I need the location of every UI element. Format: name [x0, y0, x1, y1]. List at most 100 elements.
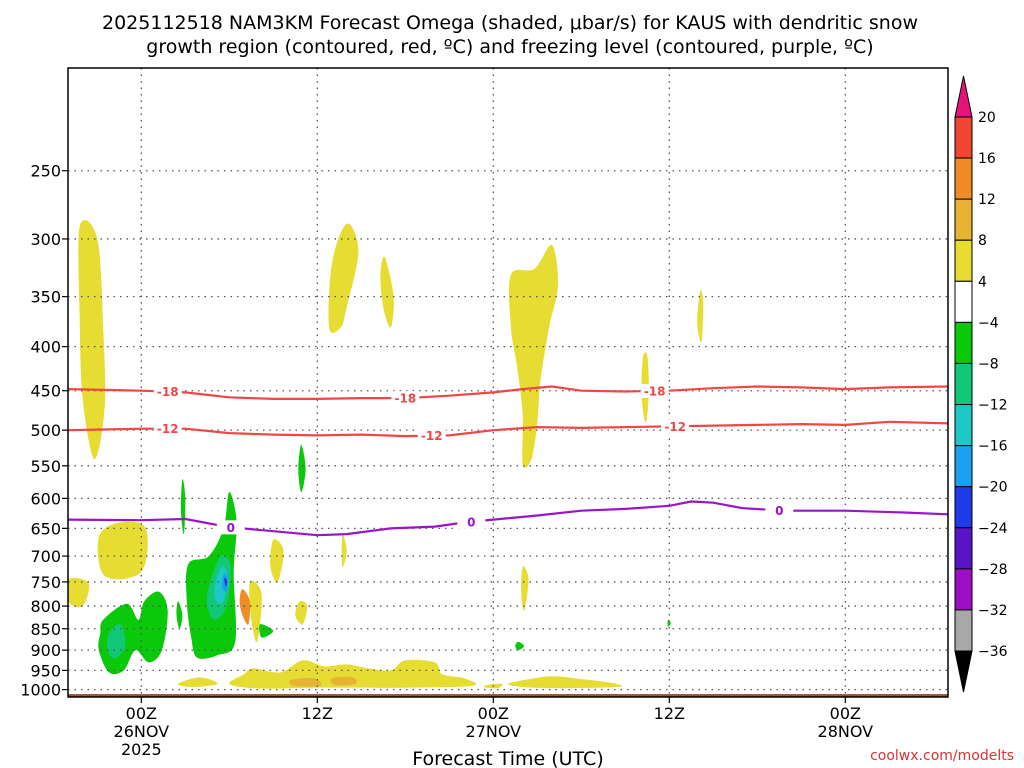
colorbar-box-7: [954, 404, 973, 447]
y-tick-label-600: 600: [30, 489, 61, 508]
colorbar-label-11: −28: [978, 562, 1008, 578]
credit-text: coolwx.com/modelts: [870, 748, 1014, 764]
dgz-contour-1-line: [68, 420, 948, 438]
omega-region-13: [177, 677, 218, 687]
colorbar: 20 16 12 8 4 −4 −8 −12 −16 −20 −24 −28 −32 −36: [954, 75, 1008, 693]
x-tick-label-36-0: 12Z: [654, 704, 685, 723]
dgz-contour-1-label-1: -12: [421, 429, 443, 443]
omega-region-23: [298, 444, 306, 493]
colorbar-box-2: [954, 198, 973, 241]
y-tick-label-950: 950: [30, 661, 61, 680]
x-tick-label-0-2: 2025: [121, 740, 162, 759]
x-axis-label: Forecast Time (UTC): [412, 748, 603, 768]
y-tick-label-400: 400: [30, 338, 61, 357]
dgz-contour-0-label-0: -18: [157, 385, 179, 399]
colorbar-label-6: −8: [978, 356, 999, 372]
omega-region-3: [508, 244, 558, 468]
x-tick-label-48-0: 00Z: [830, 704, 861, 723]
omega-region-6: [97, 521, 148, 580]
y-tick-label-850: 850: [30, 620, 61, 639]
colorbar-box-9: [954, 486, 973, 529]
axes: 250 300 350 400 450 500 550 600 650 700 750 800 850 9…: [20, 67, 949, 759]
colorbar-box-8: [954, 445, 973, 488]
colorbar-bottom-triangle: [954, 650, 973, 693]
ground-terrain: [68, 694, 948, 697]
omega-region-32: [224, 577, 228, 587]
dgz-contour-0-label-bg-2: [640, 383, 669, 398]
colorbar-box-1: [954, 157, 973, 200]
colorbar-box-6: [954, 362, 973, 406]
plot-area: -18 -18 -18 -12 -12 -12 0 0 0: [68, 68, 948, 697]
colorbar-label-8: −16: [978, 439, 1008, 455]
colorbar-box-5: [954, 321, 973, 364]
colorbar-label-3: 8: [978, 233, 987, 249]
dgz-contour-1-label-bg-1: [417, 428, 446, 443]
omega-region-15: [507, 676, 623, 689]
y-tick-label-750: 750: [30, 573, 61, 592]
x-tick-label-24-1: 27NOV: [466, 722, 522, 741]
freezing-level-contour-label-bg-0: [216, 520, 245, 535]
y-tick-label-250: 250: [30, 162, 61, 181]
omega-region-0: [78, 220, 106, 460]
y-tick-label-800: 800: [30, 597, 61, 616]
x-tick-label-48-1: 28NOV: [818, 722, 874, 741]
colorbar-box-12: [954, 609, 973, 652]
colorbar-label-1: 16: [978, 151, 996, 167]
y-tick-label-1000: 1000: [20, 681, 61, 700]
omega-region-11: [341, 533, 347, 567]
dgz-contour-0-line: [68, 385, 948, 400]
colorbar-box-4: [954, 280, 973, 323]
x-tick-label-24-0: 00Z: [478, 704, 509, 723]
omega-region-8: [270, 539, 284, 583]
chart-title-line-2: growth region (contoured, red, ºC) and f…: [146, 36, 873, 58]
y-tick-label-450: 450: [30, 382, 61, 401]
dgz-contour-1-label-bg-0: [153, 421, 182, 436]
freezing-level-contour-label-bg-1: [457, 514, 486, 529]
omega-region-22: [180, 478, 186, 535]
y-tick-label-900: 900: [30, 641, 61, 660]
colorbar-box-0: [954, 116, 973, 159]
y-tick-label-500: 500: [30, 421, 61, 440]
freezing-level-contour-label-0: 0: [227, 521, 235, 535]
omega-region-12: [521, 566, 529, 611]
dgz-contour-1-label-bg-2: [661, 419, 690, 434]
dgz-contour-0-label-2: -18: [644, 384, 666, 398]
x-tick-label-0-1: 26NOV: [114, 722, 170, 741]
omega-region-19: [239, 589, 251, 625]
colorbar-label-9: −20: [978, 480, 1008, 496]
y-tick-label-300: 300: [30, 230, 61, 249]
omega-region-2: [380, 256, 394, 328]
x-tick-label-12-0: 12Z: [302, 704, 333, 723]
colorbar-label-4: 4: [978, 274, 987, 290]
y-tick-label-350: 350: [30, 288, 61, 307]
colorbar-box-11: [954, 568, 973, 611]
y-tick-label-700: 700: [30, 547, 61, 566]
omega-region-9: [295, 600, 308, 625]
colorbar-label-5: −4: [978, 315, 999, 331]
omega-region-24: [176, 601, 183, 629]
omega-region-7: [68, 577, 90, 608]
freezing-level-contour-label-bg-2: [765, 503, 794, 518]
omega-region-26: [515, 641, 525, 651]
colorbar-label-13: −36: [978, 644, 1008, 660]
plot-content: -18 -18 -18 -12 -12 -12 0 0 0: [68, 68, 948, 697]
colorbar-top-triangle: [954, 75, 973, 118]
omega-region-18: [330, 676, 357, 686]
colorbar-box-3: [954, 239, 973, 282]
colorbar-box-10: [954, 527, 973, 570]
colorbar-label-2: 12: [978, 192, 996, 208]
dgz-contour-0-label-bg-0: [153, 384, 182, 399]
colorbar-label-7: −12: [978, 398, 1008, 414]
freezing-level-contour-line: [68, 500, 948, 537]
omega-region-10: [249, 580, 262, 643]
omega-region-1: [328, 223, 359, 334]
dgz-contour-1-label-0: -12: [157, 422, 179, 436]
dgz-contour-0-label-bg-1: [391, 391, 420, 406]
colorbar-label-12: −32: [978, 603, 1008, 619]
y-tick-label-550: 550: [30, 457, 61, 476]
omega-region-5: [697, 290, 704, 343]
freezing-level-contour-label-2: 0: [775, 504, 783, 518]
omega-region-17: [289, 677, 322, 687]
plot-frame: [67, 67, 949, 698]
